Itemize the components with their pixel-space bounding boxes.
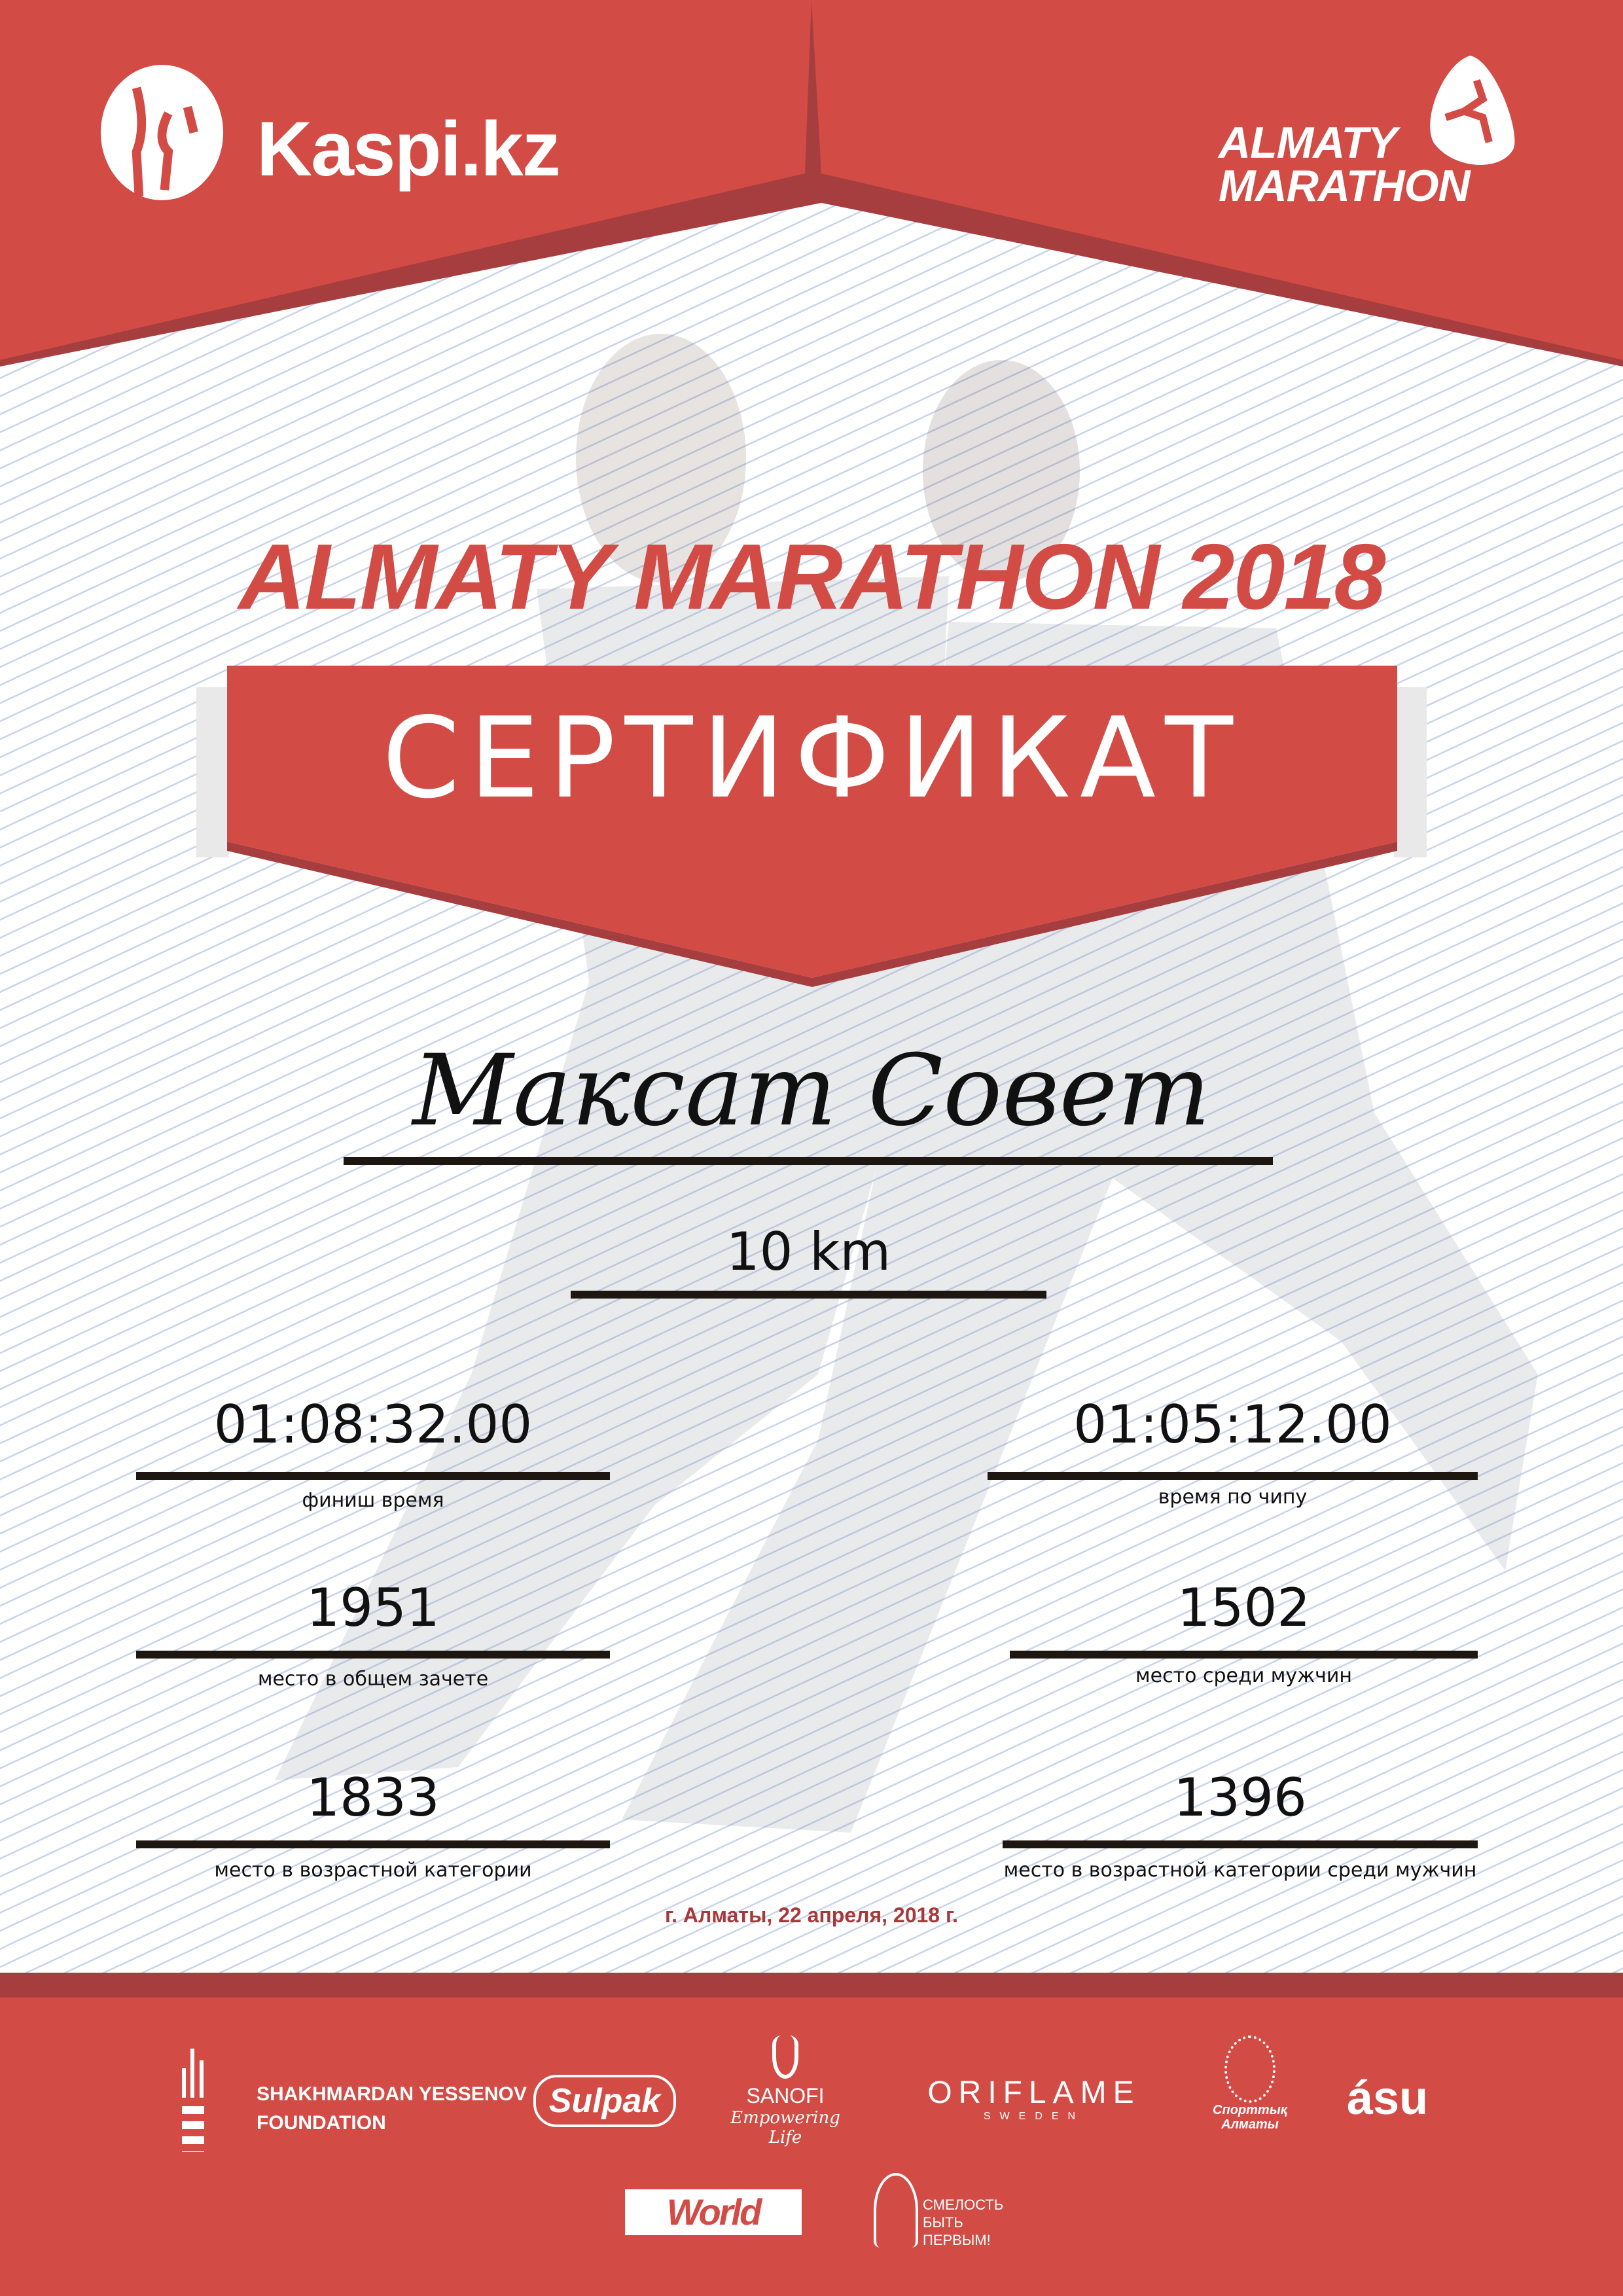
- age-category-place-value: 1833: [306, 1767, 440, 1828]
- finish-time-label: финиш время: [302, 1489, 444, 1512]
- age-category-place-label: место в возрастной категории: [214, 1859, 532, 1882]
- smelost-line-3: ПЕРВЫМ!: [923, 2232, 991, 2248]
- age-category-men-place-underline: [1003, 1840, 1478, 1848]
- certificate-ribbon: [196, 666, 1427, 987]
- kaspi-logo-icon: [100, 65, 224, 200]
- finish-time-underline: [136, 1472, 610, 1480]
- sport-almaty-emblem-icon: [1224, 2036, 1275, 2103]
- smelost-line-1: СМЕЛОСТЬ: [923, 2197, 1004, 2213]
- logo-line-almaty: ALMATY: [1219, 118, 1397, 168]
- chip-time-underline: [988, 1472, 1478, 1480]
- oriflame-logo: ORIFLAME SWEDEN: [923, 2075, 1145, 2123]
- kaspi-logo-text: Kaspi.kz: [257, 106, 561, 192]
- yessenov-line-1: SHAKHMARDAN YESSENOV: [257, 2083, 527, 2105]
- participant-name: Максат Совет: [412, 1034, 1211, 1148]
- sanofi-logo: SANOFI Empowering Life: [720, 2036, 851, 2147]
- place-men-value: 1502: [1177, 1577, 1311, 1638]
- almaty-marathon-logo-icon: [1430, 56, 1515, 165]
- sanofi-name: SANOFI: [746, 2084, 825, 2108]
- place-men-label: место среди мужчин: [1135, 1664, 1352, 1687]
- sanofi-tagline: Empowering Life: [730, 2108, 840, 2147]
- oriflame-name: ORIFLAME: [927, 2075, 1141, 2110]
- distance-underline: [571, 1291, 1046, 1299]
- event-title: ALMATY MARATHON 2018: [238, 525, 1386, 629]
- certificate-label: СЕРТИФИКАТ: [382, 694, 1242, 823]
- distance-value: 10 km: [726, 1221, 891, 1282]
- sanofi-logo-icon: [772, 2036, 798, 2079]
- oriflame-country: SWEDEN: [983, 2111, 1085, 2122]
- sport-almaty-logo: Спорттық Алматы: [1201, 2036, 1299, 2132]
- overall-place-underline: [136, 1651, 610, 1659]
- header-banner: [0, 0, 1623, 367]
- chip-time-value: 01:05:12.00: [1073, 1394, 1392, 1455]
- sponsors-footer: [0, 1998, 1623, 2296]
- finish-time-value: 01:08:32.00: [213, 1394, 533, 1455]
- overall-place-value: 1951: [306, 1577, 440, 1638]
- date-line: г. Алматы, 22 апреля, 2018 г.: [665, 1903, 958, 1927]
- logo-line-marathon: MARATHON: [1219, 161, 1471, 211]
- sport-almaty-line-1: Спорттық: [1213, 2103, 1287, 2117]
- smelost-line-2: БЫТЬ: [923, 2214, 963, 2231]
- asu-logo: ásu: [1347, 2072, 1429, 2125]
- background-pattern: [0, 0, 1623, 1998]
- name-underline: [344, 1157, 1273, 1165]
- yessenov-logo-icon: [182, 2049, 221, 2153]
- age-category-men-place-value: 1396: [1173, 1767, 1307, 1828]
- world-class-logo: World Class: [625, 2189, 802, 2278]
- age-category-place-underline: [136, 1840, 610, 1848]
- place-men-underline: [1010, 1651, 1478, 1659]
- overall-place-label: место в общем зачете: [257, 1668, 489, 1691]
- sulpak-logo: Sulpak: [533, 2075, 676, 2127]
- footer-band: [0, 1973, 1623, 1998]
- age-category-men-place-label: место в возрастной категории среди мужчи…: [1003, 1859, 1477, 1882]
- yessenov-logo-text: SHAKHMARDAN YESSENOV FOUNDATION: [257, 2080, 527, 2138]
- yessenov-line-2: FOUNDATION: [257, 2112, 386, 2134]
- almaty-marathon-logo-text: ALMATY MARATHON: [1219, 118, 1471, 211]
- chip-time-label: время по чипу: [1158, 1486, 1308, 1509]
- sport-almaty-line-2: Алматы: [1221, 2117, 1279, 2132]
- smelost-logo-icon: [874, 2173, 918, 2248]
- smelost-logo-text: СМЕЛОСТЬ БЫТЬ ПЕРВЫМ!: [923, 2196, 1003, 2249]
